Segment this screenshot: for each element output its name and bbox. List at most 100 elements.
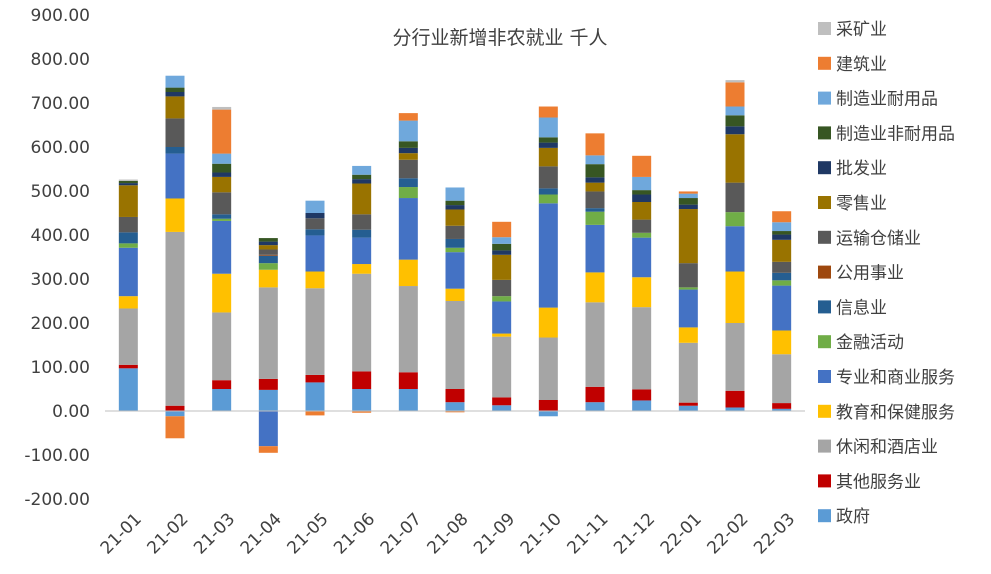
y-tick-label: 100.00: [31, 358, 90, 378]
bar-segment-21-11-建筑业: [585, 133, 605, 156]
bar-segment-21-05-专业和商业服务: [305, 235, 325, 272]
x-tick-label: 21-10: [517, 509, 566, 558]
bar-segment-21-01-信息业: [118, 232, 138, 244]
bar-segment-21-10-批发业: [538, 142, 558, 148]
x-tick-label: 21-12: [610, 509, 659, 558]
bar-segment-22-02-政府: [725, 407, 745, 411]
legend-swatch: [818, 370, 831, 383]
bar-segment-22-03-教育和保健服务: [772, 330, 792, 355]
x-tick-label: 21-05: [283, 509, 332, 558]
bar-segment-21-11-零售业: [585, 182, 605, 192]
bar-segment-21-03-专业和商业服务: [212, 220, 232, 274]
bar-segment-21-09-制造业非耐用品: [492, 243, 512, 251]
x-tick-label: 21-08: [423, 509, 472, 558]
legend-swatch: [818, 265, 831, 279]
bar-segment-21-01-休闲和酒店业: [118, 308, 138, 365]
y-axis: -200.00 -100.00 0.00 100.00 200.00 300.00 400.…: [24, 6, 90, 510]
y-tick-label: 700.00: [31, 94, 90, 114]
bar-segment-21-03-运输仓储业: [212, 192, 232, 215]
bar-segment-21-10-政府: [538, 411, 558, 417]
legend-swatch: [818, 126, 831, 140]
bar-segment-21-11-政府: [585, 402, 605, 411]
legend-label: 信息业: [836, 298, 887, 318]
bar-segment-22-02-批发业: [725, 126, 745, 135]
legend-swatch: [818, 196, 831, 209]
bar-segment-22-01-批发业: [678, 204, 698, 210]
bar-segment-22-01-金融活动: [678, 287, 698, 290]
bar-segment-21-03-休闲和酒店业: [212, 312, 232, 381]
bar-segment-21-05-政府: [305, 382, 325, 411]
bar-segment-21-12-建筑业: [632, 155, 652, 177]
legend-label: 采矿业: [836, 20, 887, 40]
bar-segment-21-08-运输仓储业: [445, 225, 465, 239]
bar-segment-22-01-专业和商业服务: [678, 289, 698, 328]
bar-segment-21-07-信息业: [398, 178, 418, 188]
y-tick-label: 200.00: [31, 314, 90, 334]
x-tick-label: 22-03: [750, 509, 799, 558]
bar-segment-21-01-其他服务业: [118, 364, 138, 369]
bar-segment-22-02-建筑业: [725, 82, 745, 107]
bar-segment-21-12-其他服务业: [632, 389, 652, 401]
bar-segment-21-05-批发业: [305, 213, 325, 219]
bar-segment-21-06-运输仓储业: [352, 214, 372, 230]
y-tick-label: 300.00: [31, 270, 90, 290]
bar-segment-22-02-休闲和酒店业: [725, 323, 745, 391]
bar-segment-21-03-制造业耐用品: [212, 153, 232, 164]
bar-segment-21-11-制造业非耐用品: [585, 164, 605, 178]
bar-segment-21-04-信息业: [258, 255, 278, 264]
bar-segment-21-03-批发业: [212, 172, 232, 177]
bar-segment-21-01-专业和商业服务: [118, 247, 138, 297]
legend-label: 金融活动: [836, 333, 904, 353]
bar-segment-22-01-休闲和酒店业: [678, 342, 698, 403]
bar-segment-21-04-零售业: [258, 245, 278, 250]
bar-segment-21-04-教育和保健服务: [258, 269, 278, 288]
bar-segment-21-06-制造业耐用品: [352, 165, 372, 175]
bar-segment-21-10-制造业耐用品: [538, 117, 558, 138]
bar-segment-21-09-专业和商业服务: [492, 301, 512, 334]
bar-segment-21-03-金融活动: [212, 218, 232, 221]
bar-segment-21-09-休闲和酒店业: [492, 336, 512, 398]
bar-segment-21-03-制造业非耐用品: [212, 163, 232, 173]
bar-segment-21-06-其他服务业: [352, 371, 372, 389]
legend-swatch: [818, 439, 831, 453]
bar-segment-22-02-制造业耐用品: [725, 106, 745, 116]
legend-swatch: [818, 91, 831, 105]
bar-segment-21-08-制造业耐用品: [445, 187, 465, 201]
bar-segment-21-03-信息业: [212, 214, 232, 219]
bar-segment-21-04-休闲和酒店业: [258, 287, 278, 379]
bar-segment-21-06-休闲和酒店业: [352, 273, 372, 372]
bar-segment-21-07-零售业: [398, 153, 418, 160]
legend-label: 制造业非耐用品: [836, 124, 955, 144]
x-tick-label: 22-01: [657, 509, 706, 558]
bar-segment-21-03-采矿业: [212, 106, 232, 110]
chart-title: 分行业新增非农就业 千人: [392, 27, 607, 49]
bar-segment-21-11-休闲和酒店业: [585, 302, 605, 387]
bar-segment-21-02-政府: [165, 411, 185, 417]
bar-segment-21-12-零售业: [632, 202, 652, 220]
bar-segment-21-07-政府: [398, 389, 418, 411]
bar-segment-21-07-金融活动: [398, 187, 418, 199]
bar-segment-21-08-教育和保健服务: [445, 288, 465, 301]
legend-label: 批发业: [836, 159, 887, 179]
bar-segment-21-08-休闲和酒店业: [445, 301, 465, 389]
bar-segment-21-01-教育和保健服务: [118, 296, 138, 309]
bar-segment-21-10-金融活动: [538, 194, 558, 204]
bar-segment-21-02-专业和商业服务: [165, 153, 185, 199]
bar-segment-22-03-运输仓储业: [772, 261, 792, 273]
bar-segment-21-04-其他服务业: [258, 378, 278, 390]
bar-segment-21-02-信息业: [165, 147, 185, 154]
legend-label: 政府: [836, 507, 870, 527]
bar-segment-21-07-其他服务业: [398, 372, 418, 389]
bar-segment-22-01-制造业非耐用品: [678, 198, 698, 205]
bar-segment-21-02-零售业: [165, 96, 185, 119]
bar-segment-21-11-金融活动: [585, 211, 605, 225]
x-tick-label: 21-02: [143, 509, 192, 558]
legend: 采矿业建筑业制造业耐用品制造业非耐用品批发业零售业运输仓储业公用事业信息业金融活…: [818, 20, 955, 527]
legend-swatch: [818, 474, 831, 488]
x-axis: 21-0121-0221-0321-0421-0521-0621-0721-08…: [97, 509, 799, 558]
bar-segment-21-07-批发业: [398, 147, 418, 154]
bar-segment-22-03-专业和商业服务: [772, 285, 792, 331]
legend-swatch: [818, 335, 831, 349]
bar-segment-21-10-建筑业: [538, 106, 558, 118]
